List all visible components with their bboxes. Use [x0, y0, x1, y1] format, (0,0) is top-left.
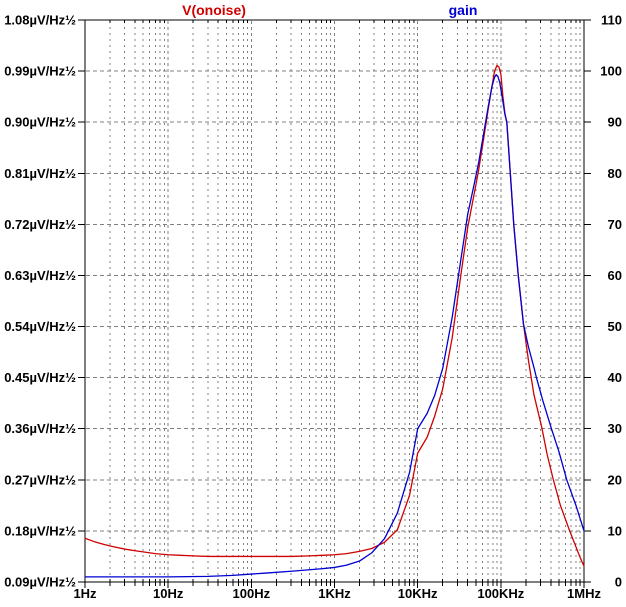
right-axis-label: 110 [601, 13, 622, 28]
left-axis-label: 0.90µV/Hz½ [4, 115, 76, 130]
right-axis-label: 90 [608, 115, 622, 130]
x-axis-label: 1Hz [73, 586, 97, 601]
right-axis-label: 10 [608, 523, 622, 538]
axis-labels: 1.08µV/Hz½ 0.99µV/Hz½ 0.90µV/Hz½ 0.81µV/Hz½… [4, 13, 622, 602]
right-axis-label: 0 [615, 575, 622, 590]
left-axis-label: 0.18µV/Hz½ [4, 523, 76, 538]
x-axis-label: 1KHz [318, 586, 351, 601]
left-axis-label: 0.36µV/Hz½ [4, 421, 76, 436]
gain-trace [84, 74, 585, 578]
left-axis-label: 0.72µV/Hz½ [4, 217, 76, 232]
x-axis-label: 100Hz [233, 586, 271, 601]
x-axis-label: 10Hz [153, 586, 184, 601]
right-axis-label: 30 [608, 421, 622, 436]
right-axis-label: 70 [608, 217, 622, 232]
right-axis-label: 60 [608, 268, 622, 283]
left-axis-label: 0.63µV/Hz½ [4, 268, 76, 283]
left-axis-label: 0.09µV/Hz½ [4, 575, 76, 590]
x-axis-label: 1MHz [567, 586, 601, 601]
x-axis-label: 10KHz [398, 586, 438, 601]
trace-label-gain[interactable]: gain [449, 2, 478, 18]
vonoise-trace [84, 64, 585, 567]
gridlines [86, 21, 583, 581]
left-axis-label: 1.08µV/Hz½ [4, 13, 76, 28]
right-axis-label: 40 [608, 370, 622, 385]
left-axis-label: 0.81µV/Hz½ [4, 166, 76, 181]
left-axis-label: 0.45µV/Hz½ [4, 370, 76, 385]
right-axis-label: 50 [608, 319, 622, 334]
axes [78, 19, 591, 588]
right-axis-label: 100 [600, 64, 622, 79]
plot-layers: 1.08µV/Hz½ 0.99µV/Hz½ 0.90µV/Hz½ 0.81µV/Hz½… [4, 13, 622, 602]
trace-label-vonoise[interactable]: V(onoise) [182, 2, 246, 18]
x-axis-label: 100KHz [477, 586, 524, 601]
right-axis-label: 20 [608, 472, 622, 487]
left-axis-label: 0.27µV/Hz½ [4, 472, 76, 487]
left-axis-label: 0.54µV/Hz½ [4, 319, 76, 334]
left-axis-label: 0.99µV/Hz½ [4, 64, 76, 79]
right-axis-label: 80 [608, 166, 622, 181]
